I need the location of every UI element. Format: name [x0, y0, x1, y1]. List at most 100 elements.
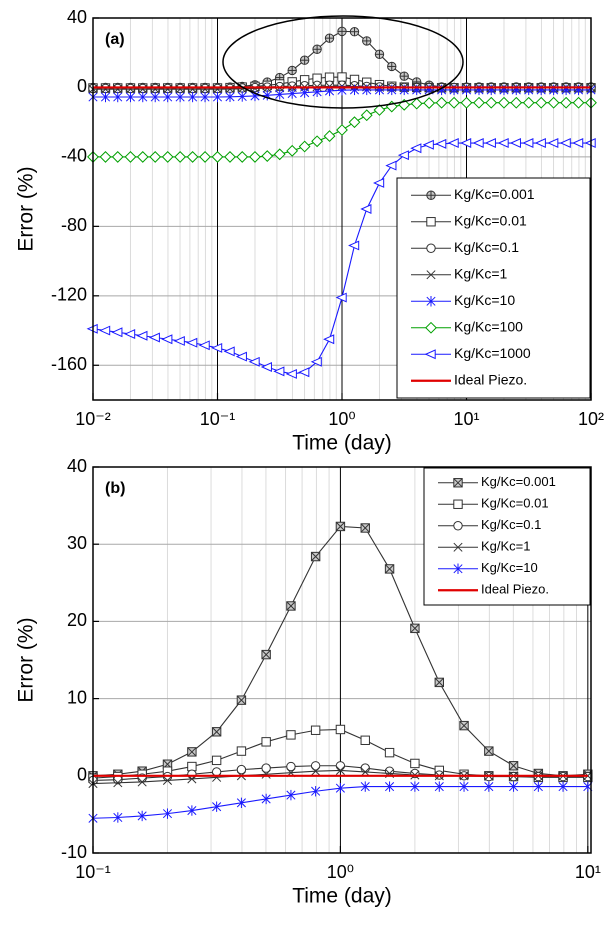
marker: [261, 737, 271, 747]
marker-shape: [187, 761, 197, 772]
marker: [323, 334, 335, 345]
marker-shape: [498, 96, 510, 109]
y-tick-label: 30: [67, 533, 87, 553]
marker-shape: [323, 334, 335, 345]
marker: [434, 677, 444, 688]
x-tick-label: 10⁰: [328, 409, 355, 429]
marker: [422, 139, 434, 150]
marker: [560, 96, 573, 109]
marker: [224, 151, 236, 163]
marker: [162, 808, 173, 819]
marker: [236, 764, 247, 775]
marker: [424, 349, 436, 360]
marker: [137, 777, 147, 787]
marker: [335, 761, 346, 771]
marker: [312, 44, 322, 54]
marker: [410, 143, 422, 154]
marker-shape: [453, 499, 463, 509]
marker: [460, 96, 473, 109]
y-tick-label: -40: [61, 146, 87, 166]
marker: [453, 478, 463, 488]
marker-shape: [348, 240, 360, 251]
legend-label: Kg/Kc=0.001: [454, 186, 535, 202]
marker: [522, 96, 535, 109]
marker: [225, 84, 235, 94]
marker: [136, 151, 149, 163]
marker: [298, 140, 311, 153]
marker: [426, 270, 436, 280]
x-tick-label: 10⁰: [327, 862, 354, 882]
marker-shape: [186, 337, 198, 348]
marker-shape: [522, 138, 534, 148]
marker: [509, 781, 519, 792]
marker-shape: [236, 746, 247, 756]
marker-shape: [224, 151, 236, 163]
marker-shape: [260, 362, 272, 372]
highlight-ellipse: [222, 15, 464, 109]
marker-shape: [337, 72, 347, 82]
y-tick-label: 0: [77, 765, 87, 785]
marker-stroke: [426, 270, 436, 280]
marker-shape: [286, 761, 296, 772]
y-tick-label: -10: [61, 842, 87, 862]
marker-shape: [535, 96, 548, 109]
marker-shape: [273, 366, 285, 377]
x-axis-label: Time (day): [292, 885, 392, 908]
marker: [99, 325, 111, 336]
marker: [498, 96, 510, 109]
marker: [426, 190, 436, 200]
marker-shape: [124, 151, 137, 163]
marker-shape: [460, 138, 472, 148]
marker: [113, 812, 123, 823]
marker-stroke: [335, 765, 345, 775]
marker: [310, 725, 321, 735]
marker-stroke: [137, 777, 147, 787]
marker: [336, 124, 348, 136]
marker: [425, 321, 437, 334]
legend-box: [396, 177, 591, 399]
marker-stroke: [162, 775, 173, 785]
marker: [485, 96, 498, 109]
y-tick-label: -160: [51, 354, 87, 374]
marker-stroke: [311, 551, 321, 562]
marker: [572, 138, 584, 148]
marker: [453, 563, 463, 574]
marker-shape: [248, 356, 260, 367]
marker-stroke: [385, 564, 395, 574]
legend-label: Kg/Kc=100: [454, 318, 523, 334]
marker-shape: [124, 329, 136, 339]
marker-shape: [373, 104, 386, 116]
marker: [535, 96, 548, 109]
marker-shape: [559, 138, 571, 148]
marker-stroke: [225, 84, 235, 94]
marker-shape: [335, 292, 347, 303]
marker: [200, 91, 210, 103]
plot-frame: [92, 466, 592, 854]
marker-shape: [560, 96, 573, 109]
marker-shape: [510, 96, 523, 109]
marker: [249, 151, 261, 163]
marker: [187, 747, 197, 757]
marker-stroke: [212, 727, 222, 737]
marker: [335, 782, 345, 794]
marker: [111, 151, 124, 163]
legend-label: Kg/Kc=1: [454, 265, 508, 281]
marker: [187, 761, 197, 772]
marker: [448, 96, 460, 109]
marker: [484, 781, 494, 792]
marker: [261, 150, 274, 162]
panel-label: (a): [105, 31, 125, 48]
marker: [509, 138, 521, 148]
legend-box: [423, 467, 591, 606]
marker: [236, 746, 247, 756]
marker: [373, 104, 386, 116]
marker-shape: [385, 160, 397, 171]
marker: [137, 810, 147, 822]
marker: [360, 109, 373, 122]
marker: [387, 61, 397, 72]
marker-stroke: [509, 761, 519, 771]
marker-shape: [485, 96, 498, 109]
marker: [324, 72, 335, 82]
marker: [275, 89, 285, 100]
marker: [300, 87, 310, 98]
